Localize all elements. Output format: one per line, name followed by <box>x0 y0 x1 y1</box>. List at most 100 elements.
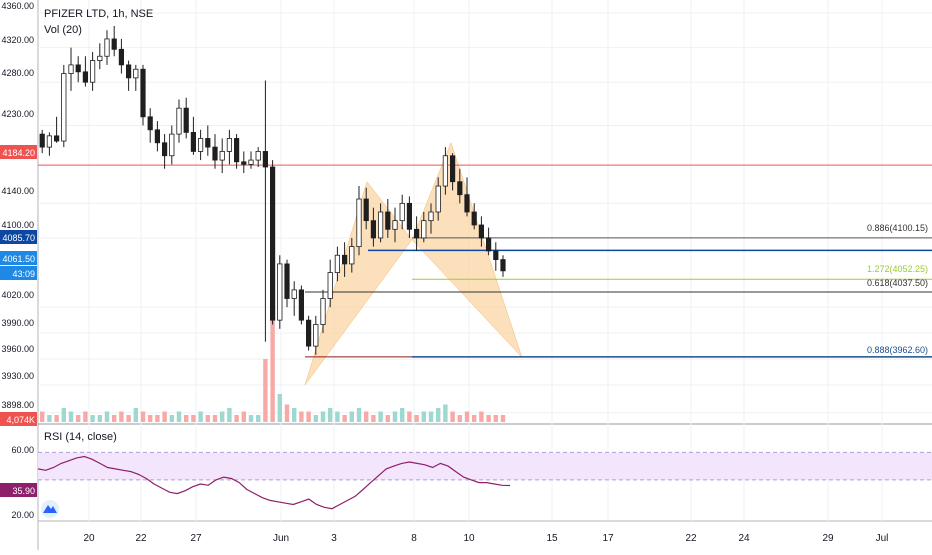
candle-body <box>90 60 96 83</box>
volume-bar <box>414 415 419 422</box>
candle-body <box>298 289 305 321</box>
candle-body <box>377 211 384 239</box>
volume-bar <box>126 415 131 422</box>
candle-body <box>327 272 333 299</box>
volume-bar <box>40 411 45 422</box>
rsi-band <box>38 451 932 481</box>
volume-bar <box>176 411 182 422</box>
candle-body <box>54 135 60 142</box>
candle-body <box>205 138 211 148</box>
price-badge-text: 4184.20 <box>2 148 35 158</box>
price-badge-text: 4,074K <box>6 415 35 425</box>
volume-bar <box>248 415 254 422</box>
volume-bar <box>450 411 455 422</box>
candle-body <box>183 107 189 133</box>
candle-body <box>392 220 398 230</box>
volume-bar <box>155 415 160 422</box>
candle-body <box>284 263 290 299</box>
candle-body <box>320 298 326 325</box>
time-axis[interactable]: 20 22 27 Jun 3 8 10 15 17 22 24 29 Jul <box>83 533 888 544</box>
price-tick-label: 4140.00 <box>1 186 34 196</box>
volume-bar <box>400 408 405 422</box>
candle-body <box>478 224 485 239</box>
candle-body <box>161 142 168 157</box>
volume-bar <box>472 415 477 422</box>
time-tick-label: 17 <box>602 533 614 544</box>
time-tick-label: 20 <box>83 533 95 544</box>
rsi-line-group <box>37 455 511 510</box>
volume-bars <box>40 317 506 422</box>
price-tick-label: 4360.00 <box>1 1 34 11</box>
candle-body <box>500 259 506 272</box>
candle-body <box>341 254 348 265</box>
volume-bar <box>306 411 311 422</box>
time-tick-label: 27 <box>190 533 202 544</box>
volume-bar <box>162 411 167 422</box>
price-badge <box>0 145 37 159</box>
price-badge-text: 4085.70 <box>2 233 35 243</box>
candle-body <box>435 185 441 213</box>
time-tick-label: 22 <box>685 533 697 544</box>
price-badge <box>0 230 37 244</box>
rsi-badge <box>0 483 37 497</box>
rsi-band-fill <box>38 452 932 480</box>
rsi-line <box>37 455 511 510</box>
volume-bar <box>234 415 239 422</box>
volume-bar <box>457 415 462 422</box>
volume-bar <box>292 408 297 422</box>
candle-body <box>305 319 312 347</box>
candle-body <box>421 220 427 239</box>
pattern-xab[interactable] <box>304 181 413 386</box>
candle-body <box>111 38 117 50</box>
candle-body <box>349 246 355 265</box>
candle-body <box>226 138 232 152</box>
volume-bar <box>356 408 362 422</box>
volume-bar <box>191 415 196 422</box>
volume-bar <box>270 317 275 422</box>
volume-bar <box>212 415 218 422</box>
volume-bar <box>61 408 66 422</box>
volume-bar <box>320 411 326 422</box>
volume-bar <box>83 411 88 422</box>
volume-bar <box>500 415 506 422</box>
volume-bar <box>140 411 146 422</box>
volume-bar <box>220 411 225 422</box>
candle-body <box>197 138 204 152</box>
time-tick-label: 29 <box>822 533 834 544</box>
candle-body <box>61 73 67 142</box>
fib-label: 0.618(4037.50) <box>867 278 928 288</box>
volume-bar <box>443 404 448 422</box>
volume-bar <box>464 411 470 422</box>
fib-label: 0.886(4100.15) <box>867 223 928 233</box>
time-tick-label: Jul <box>876 533 889 544</box>
candle-body <box>118 48 124 66</box>
volume-bar <box>299 411 304 422</box>
volume-bar <box>378 411 383 422</box>
horizontal-levels[interactable] <box>38 164 932 358</box>
candle-body <box>212 146 218 161</box>
time-tick-label: 3 <box>331 533 337 544</box>
volume-bar <box>112 415 117 422</box>
time-tick-label: 22 <box>135 533 147 544</box>
price-tick-label: 4230.00 <box>1 109 34 119</box>
time-tick-label: 15 <box>546 533 558 544</box>
candle-body <box>291 289 297 299</box>
candle-body <box>255 151 261 161</box>
volume-bar <box>486 415 491 422</box>
time-tick-label: 10 <box>463 533 475 544</box>
fib-label: 1.272(4052.25) <box>867 264 928 274</box>
rsi-label: RSI (14, close) <box>44 431 117 443</box>
price-badge <box>0 266 37 280</box>
fib-label: 0.888(3962.60) <box>867 345 928 355</box>
candle-body <box>262 151 269 168</box>
price-badge <box>0 412 37 426</box>
volume-bar <box>47 415 52 422</box>
candle-body <box>248 159 254 165</box>
price-axis[interactable]: 4360.00 4320.00 4280.00 4230.00 4140.00 4100.… <box>1 1 34 520</box>
volume-bar <box>263 359 268 422</box>
time-tick-label: Jun <box>273 533 289 544</box>
tradingview-logo-icon[interactable] <box>41 500 59 518</box>
volume-bar <box>421 411 426 422</box>
